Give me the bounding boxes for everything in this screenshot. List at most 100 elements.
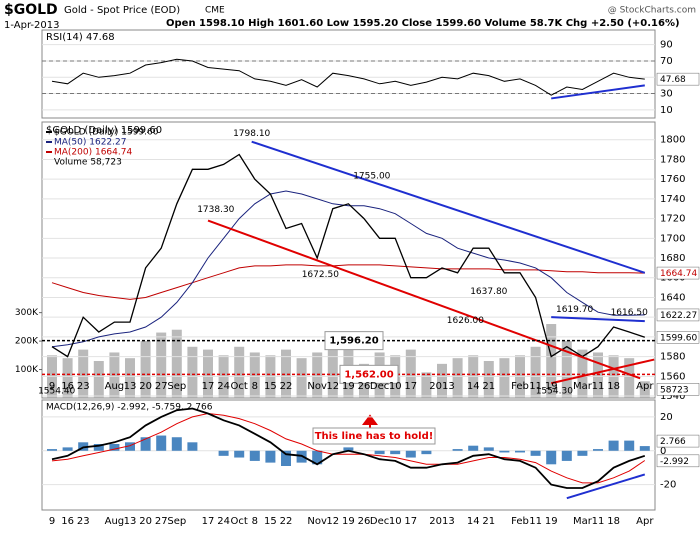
y-tick-label: 1700 xyxy=(660,233,685,244)
note-box xyxy=(312,427,436,445)
x-tick-label: 18 xyxy=(607,516,620,527)
security-name: Gold - Spot Price (EOD) xyxy=(64,5,180,16)
y-tick-label: 90 xyxy=(660,40,673,51)
y-tick-label: 1680 xyxy=(660,253,685,264)
macd-histogram-bar xyxy=(187,442,198,451)
price-annotation: 1738.30 xyxy=(197,205,234,215)
x-tick-label: 18 xyxy=(607,381,620,392)
rsi-line xyxy=(51,58,645,96)
value-tag: 58723 xyxy=(660,385,689,395)
price-annotation: 1798.10 xyxy=(233,129,270,139)
quote: Open 1598.10 High 1601.60 Low 1595.20 Cl… xyxy=(166,18,680,29)
x-tick-label: 22 xyxy=(280,516,293,527)
macd-histogram-bar xyxy=(93,444,104,451)
rsi-panel xyxy=(41,29,656,119)
y-tick-label: 70 xyxy=(660,56,673,67)
x-tick-label: Feb xyxy=(511,381,529,392)
value-tag: 1664.74 xyxy=(660,269,697,279)
x-tick-label: 21 xyxy=(482,381,495,392)
x-tick-label: Apr xyxy=(636,381,654,392)
macd-histogram-bar xyxy=(515,450,525,453)
macd-histogram-bar xyxy=(62,447,73,451)
y-tick-label: 1740 xyxy=(660,194,685,205)
y-tick-label: 1780 xyxy=(660,154,685,165)
y-tick-label: 1540 xyxy=(660,391,685,402)
macd-histogram-bar xyxy=(483,447,494,451)
trend-line xyxy=(550,358,655,385)
x-tick-label: 13 xyxy=(124,381,137,392)
x-tick-label: 24 xyxy=(217,381,230,392)
x-tick-label: 9 xyxy=(49,381,55,392)
y-tick-label: 30 xyxy=(660,89,673,100)
level-box xyxy=(324,331,384,351)
y-tick-label: 10 xyxy=(660,105,673,116)
macd-histogram-bar xyxy=(343,447,354,451)
x-tick-label: 2013 xyxy=(429,381,454,392)
volume-bar xyxy=(296,358,307,398)
price-annotation: 1554.30 xyxy=(536,386,573,396)
value-tag: 1599.60 xyxy=(660,333,697,343)
price-annotation: 1626.00 xyxy=(447,316,484,326)
macd-histogram-bar xyxy=(546,450,557,465)
macd-histogram-bar xyxy=(171,437,182,451)
volume-bar xyxy=(125,358,135,398)
x-tick-label: Mar xyxy=(573,381,593,392)
x-tick-label: Aug xyxy=(105,516,125,527)
y-tick-label: 1760 xyxy=(660,174,685,185)
trend-line xyxy=(251,140,646,274)
x-tick-label: 22 xyxy=(280,381,293,392)
volume-bar xyxy=(109,352,120,398)
macd-histogram-bar xyxy=(452,449,463,451)
macd-histogram-bar xyxy=(390,450,401,455)
y-tick-label: 1560 xyxy=(660,371,685,382)
volume-bar xyxy=(483,361,494,398)
volume-bar xyxy=(156,332,167,398)
macd-histogram-bar xyxy=(405,450,416,458)
value-tag-box xyxy=(656,331,700,344)
x-tick-label: 11 xyxy=(592,516,605,527)
x-tick-label: Mar xyxy=(573,516,593,527)
x-tick-label: Sep xyxy=(167,516,186,527)
x-tick-label: 15 xyxy=(264,516,277,527)
macd-line xyxy=(51,407,646,489)
volume-tick-label: 300K xyxy=(15,308,39,318)
level-label: 1,596.20 xyxy=(329,336,378,347)
trend-line xyxy=(551,84,645,100)
value-tag-box xyxy=(656,434,700,448)
x-tick-label: 16 xyxy=(61,381,74,392)
volume-bar xyxy=(452,358,463,398)
y-tick-label: 1640 xyxy=(660,292,685,303)
volume-bar xyxy=(62,358,73,398)
x-tick-label: 10 xyxy=(389,516,402,527)
x-tick-label: 27 xyxy=(155,381,168,392)
legend-entry: $GOLD (Daily) 1599.60 xyxy=(54,128,159,138)
macd-histogram-bar xyxy=(577,450,588,456)
x-tick-label: Aug xyxy=(105,381,125,392)
x-tick-label: 16 xyxy=(61,516,74,527)
x-tick-label: 19 xyxy=(342,516,355,527)
volume-bar xyxy=(187,346,198,398)
x-tick-label: 8 xyxy=(252,516,258,527)
volume-bar xyxy=(312,352,323,398)
value-tag: 1622.27 xyxy=(660,311,697,321)
y-tick-label: 1720 xyxy=(660,214,685,225)
macd-line xyxy=(51,412,646,484)
volume-bar xyxy=(93,361,104,398)
x-tick-label: 11 xyxy=(592,381,605,392)
date: 1-Apr-2013 xyxy=(4,20,59,31)
x-tick-label: 21 xyxy=(482,516,495,527)
volume-bar xyxy=(530,346,541,398)
x-tick-label: Dec xyxy=(370,381,389,392)
macd-histogram-bar xyxy=(624,440,635,451)
legend-entry: MA(200) 1664.74 xyxy=(54,148,132,158)
value-tag-box xyxy=(656,383,700,396)
y-tick-label: 20 xyxy=(660,412,673,423)
trend-line xyxy=(566,473,646,500)
macd-histogram-bar xyxy=(140,437,151,451)
price-annotation: 1672.50 xyxy=(302,270,339,280)
arrow xyxy=(362,414,378,428)
volume-tick-label: 100K xyxy=(15,365,39,375)
x-tick-label: 26 xyxy=(358,381,371,392)
volume-bar xyxy=(546,324,557,398)
volume-bar xyxy=(405,349,416,398)
